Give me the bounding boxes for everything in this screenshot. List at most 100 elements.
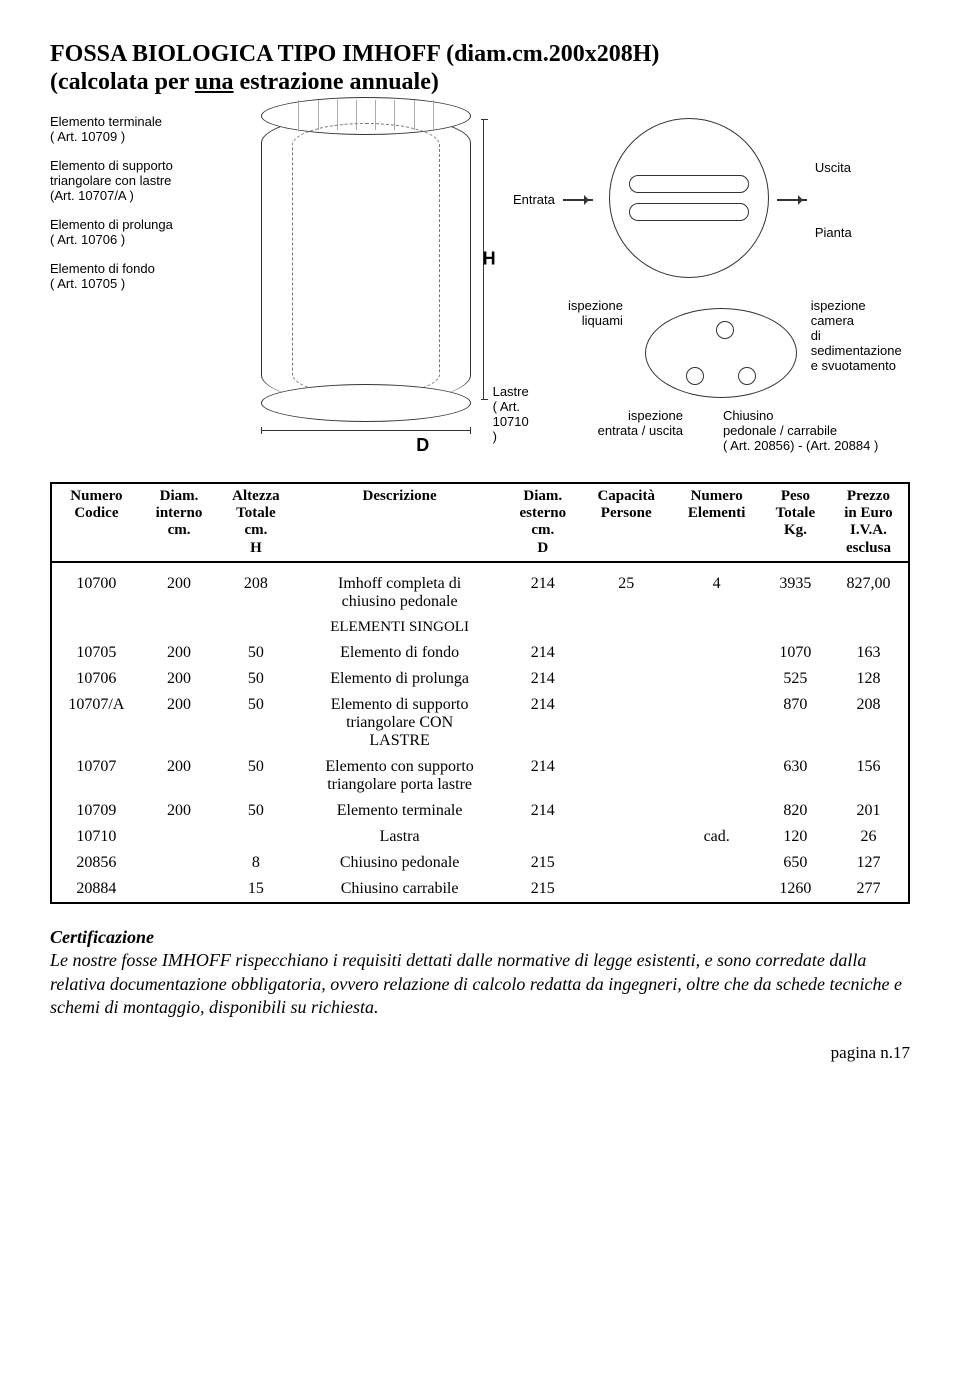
label-line: Elemento di fondo: [50, 261, 223, 276]
subtitle-prefix: (calcolata per: [50, 69, 195, 95]
cell: [581, 824, 671, 850]
cell: 1260: [762, 876, 829, 903]
th-peso: PesoTotaleKg.: [762, 483, 829, 562]
cell: [581, 798, 671, 824]
cell: 50: [217, 666, 294, 692]
plan-circle: [609, 118, 769, 278]
th-diam-est: Diam.esternocm.D: [505, 483, 581, 562]
cell: 214: [505, 798, 581, 824]
cell: Chiusino carrabile: [295, 876, 505, 903]
th-altezza: AltezzaTotalecm.H: [217, 483, 294, 562]
cell: 120: [762, 824, 829, 850]
label-line: ispezione: [513, 298, 623, 313]
cell: 214: [505, 692, 581, 754]
cell: 10710: [51, 824, 141, 850]
label-uscita: Uscita: [815, 160, 852, 175]
label-line: ispezione: [513, 408, 683, 423]
page-footer: pagina n.17: [50, 1043, 910, 1063]
cell: Imhoff completa dichiusino pedonale: [295, 571, 505, 615]
cell: [581, 754, 671, 798]
th-elementi: NumeroElementi: [671, 483, 761, 562]
label-line: ( Art. 20856) - (Art. 20884 ): [723, 438, 878, 453]
table-row: 10710Lastracad.12026: [51, 824, 909, 850]
cell: 200: [141, 754, 217, 798]
label-line: pedonale / carrabile: [723, 423, 878, 438]
label-line: Chiusino: [723, 408, 878, 423]
th-prezzo: Prezzoin EuroI.V.A.esclusa: [829, 483, 909, 562]
cell: 10700: [51, 571, 141, 615]
label-line: Elemento di supporto: [50, 158, 223, 173]
th-codice: NumeroCodice: [51, 483, 141, 562]
cell: 3935: [762, 571, 829, 615]
cell: 200: [141, 666, 217, 692]
cell: [671, 850, 761, 876]
cell: [671, 798, 761, 824]
data-table: NumeroCodice Diam.internocm. AltezzaTota…: [50, 482, 910, 904]
cell: [671, 692, 761, 754]
cell: 15: [217, 876, 294, 903]
cell: 20884: [51, 876, 141, 903]
label-line: Elemento di prolunga: [50, 217, 223, 232]
table-row: 1070720050Elemento con supportotriangola…: [51, 754, 909, 798]
cell: Elemento di prolunga: [295, 666, 505, 692]
cell: [505, 824, 581, 850]
cell: 214: [505, 571, 581, 615]
label-line: triangolare con lastre: [50, 173, 223, 188]
label-line: liquami: [513, 313, 623, 328]
cell: [581, 850, 671, 876]
arrow-icon: [777, 199, 807, 201]
cell: 10707: [51, 754, 141, 798]
cell: [581, 692, 671, 754]
cell: 214: [505, 754, 581, 798]
cell: [671, 640, 761, 666]
cell: [671, 666, 761, 692]
label-pianta: Pianta: [815, 225, 852, 240]
cell: 870: [762, 692, 829, 754]
cell: 215: [505, 850, 581, 876]
cell: Elemento di supportotriangolare CONLASTR…: [295, 692, 505, 754]
table-row: ELEMENTI SINGOLI: [51, 615, 909, 640]
cell: [671, 876, 761, 903]
cell: [581, 640, 671, 666]
cell: [581, 876, 671, 903]
cell: 4: [671, 571, 761, 615]
label-line: ( Art. 10706 ): [50, 232, 223, 247]
cell: Lastra: [295, 824, 505, 850]
certification: Certificazione Le nostre fosse IMHOFF ri…: [50, 926, 910, 1020]
cert-body: Le nostre fosse IMHOFF rispecchiano i re…: [50, 949, 910, 1019]
h-label: H: [483, 249, 496, 270]
cell: [581, 666, 671, 692]
label-fondo: Elemento di fondo ( Art. 10705 ): [50, 261, 223, 291]
cell: 277: [829, 876, 909, 903]
th-capacita: CapacitàPersone: [581, 483, 671, 562]
section-label: ELEMENTI SINGOLI: [295, 615, 505, 640]
cylinder-shape: H: [261, 114, 471, 404]
cell: 215: [505, 876, 581, 903]
cell: 201: [829, 798, 909, 824]
table-row: 1070920050Elemento terminale214820201: [51, 798, 909, 824]
table-row: 208568Chiusino pedonale215650127: [51, 850, 909, 876]
diagram-left-labels: Elemento terminale ( Art. 10709 ) Elemen…: [50, 114, 223, 305]
label-line: di sedimentazione: [811, 328, 910, 358]
cell: 163: [829, 640, 909, 666]
d-label: D: [351, 435, 495, 456]
cell: 26: [829, 824, 909, 850]
label-line: entrata / uscita: [513, 423, 683, 438]
label-entrata: Entrata: [513, 192, 555, 207]
cell: 10707/A: [51, 692, 141, 754]
cell: [141, 876, 217, 903]
label-prolunga: Elemento di prolunga ( Art. 10706 ): [50, 217, 223, 247]
page-title: FOSSA BIOLOGICA TIPO IMHOFF (diam.cm.200…: [50, 40, 910, 69]
label-line: Elemento terminale: [50, 114, 223, 129]
cell: 208: [217, 571, 294, 615]
label-line: ispezione camera: [811, 298, 910, 328]
cell: 630: [762, 754, 829, 798]
arrow-icon: [563, 199, 593, 201]
cell: 8: [217, 850, 294, 876]
cell: 10709: [51, 798, 141, 824]
cell: 820: [762, 798, 829, 824]
diagram: Elemento terminale ( Art. 10709 ) Elemen…: [50, 114, 910, 456]
cell: 20856: [51, 850, 141, 876]
inspection-circle: [645, 308, 797, 398]
cell: 50: [217, 640, 294, 666]
